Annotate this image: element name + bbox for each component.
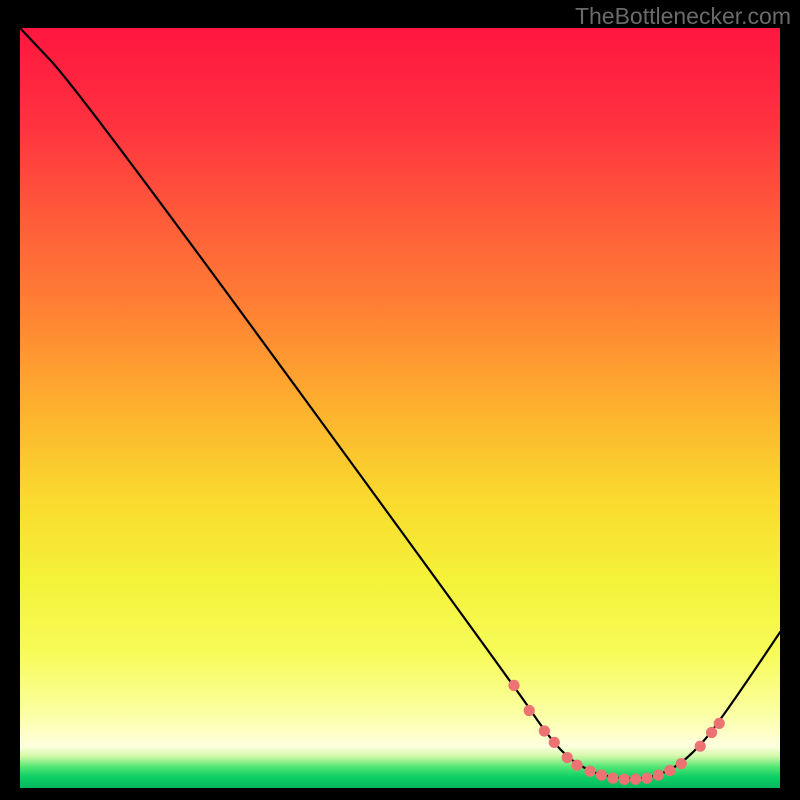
marker-point	[539, 725, 550, 736]
marker-point	[653, 769, 664, 780]
marker-point	[549, 737, 560, 748]
marker-point	[695, 741, 706, 752]
chart-svg	[0, 0, 800, 800]
marker-point	[508, 680, 519, 691]
marker-point	[714, 718, 725, 729]
chart-frame: TheBottlenecker.com	[0, 0, 800, 800]
marker-point	[619, 774, 630, 785]
watermark-text: TheBottlenecker.com	[575, 3, 791, 30]
marker-point	[596, 769, 607, 780]
marker-point	[706, 727, 717, 738]
marker-point	[676, 758, 687, 769]
marker-point	[664, 765, 675, 776]
marker-point	[571, 760, 582, 771]
marker-point	[641, 773, 652, 784]
marker-point	[562, 752, 573, 763]
marker-point	[524, 705, 535, 716]
marker-point	[607, 773, 618, 784]
plot-background	[20, 28, 780, 788]
marker-point	[584, 766, 595, 777]
marker-point	[630, 774, 641, 785]
